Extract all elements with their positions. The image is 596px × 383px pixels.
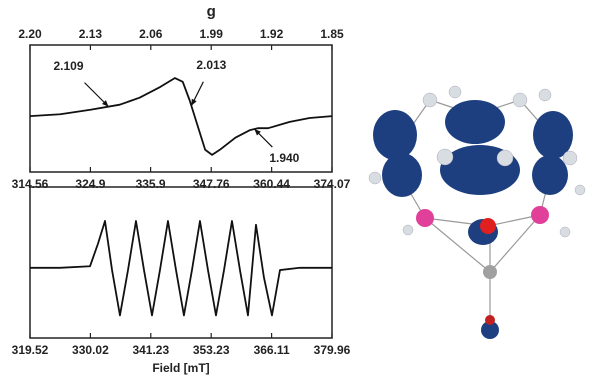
orbital-lobe bbox=[373, 110, 417, 160]
annotation-label: 2.013 bbox=[196, 58, 226, 72]
x-tick-label: 353.23 bbox=[193, 343, 230, 357]
carbon-atom bbox=[483, 265, 497, 279]
x-tick-label: 1.99 bbox=[200, 27, 224, 41]
phosphorus-atom bbox=[531, 206, 549, 224]
figure: 2.202.132.061.991.921.85g314.56324.9335.… bbox=[0, 0, 596, 383]
annotation-label: 2.109 bbox=[54, 59, 84, 73]
x-tick-label: 330.02 bbox=[72, 343, 109, 357]
x-tick-label: 335.9 bbox=[136, 177, 166, 191]
spectrum-line bbox=[30, 78, 332, 155]
x-tick-label: 1.92 bbox=[260, 27, 284, 41]
annotation-label: 1.940 bbox=[269, 151, 299, 165]
orbital-lobe bbox=[532, 155, 568, 195]
spectrum-line bbox=[30, 221, 332, 315]
x-tick-label: 379.96 bbox=[314, 343, 351, 357]
x-tick-label: 1.85 bbox=[320, 27, 344, 41]
x-axis-label: g bbox=[207, 3, 216, 20]
metal-atom bbox=[480, 218, 496, 234]
x-tick-label: 341.23 bbox=[132, 343, 169, 357]
molecule bbox=[369, 86, 585, 339]
x-tick-label: 319.52 bbox=[12, 343, 49, 357]
page: 2.202.132.061.991.921.85g314.56324.9335.… bbox=[0, 0, 596, 383]
orbital-lobe bbox=[445, 100, 505, 144]
phosphorus-atom bbox=[416, 209, 434, 227]
x-tick-label: 360.44 bbox=[253, 177, 290, 191]
plot-frame bbox=[30, 187, 332, 338]
x-tick-label: 2.13 bbox=[79, 27, 103, 41]
oxygen-atom bbox=[485, 315, 495, 325]
x-axis-label: Field [mT] bbox=[152, 361, 209, 375]
x-tick-label: 347.76 bbox=[193, 177, 230, 191]
x-tick-label: 366.11 bbox=[254, 343, 290, 357]
orbital-lobe bbox=[382, 153, 422, 197]
x-tick-label: 324.9 bbox=[75, 177, 105, 191]
x-tick-label: 2.06 bbox=[139, 27, 163, 41]
x-tick-label: 2.20 bbox=[18, 27, 42, 41]
